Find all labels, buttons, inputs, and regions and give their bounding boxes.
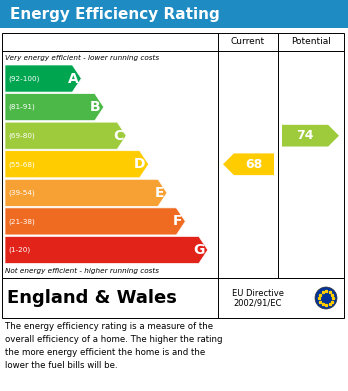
Text: B: B [90,100,101,114]
Text: Energy Efficiency Rating: Energy Efficiency Rating [10,7,220,22]
Text: (55-68): (55-68) [8,161,35,167]
Text: Potential: Potential [291,38,331,47]
Bar [2,33,344,278]
Text: Not energy efficient - higher running costs: Not energy efficient - higher running co… [5,268,159,274]
Text: The energy efficiency rating is a measure of the
overall efficiency of a home. T: The energy efficiency rating is a measur… [5,322,222,369]
Text: EU Directive: EU Directive [232,289,284,298]
Polygon shape [5,65,81,92]
Text: F: F [173,214,182,228]
Text: (1-20): (1-20) [8,247,30,253]
Text: (92-100): (92-100) [8,75,39,82]
Text: E: E [155,186,164,200]
Text: 74: 74 [296,129,314,142]
Bar [0,0,348,28]
Text: C: C [113,129,123,143]
Polygon shape [223,153,274,175]
Text: England & Wales: England & Wales [7,289,177,307]
Text: G: G [193,243,205,257]
Polygon shape [5,237,208,264]
Text: A: A [68,72,78,86]
Text: (81-91): (81-91) [8,104,35,110]
Polygon shape [282,125,339,147]
Text: 2002/91/EC: 2002/91/EC [234,298,282,307]
Text: 68: 68 [245,158,262,171]
Text: (69-80): (69-80) [8,133,35,139]
Text: Current: Current [231,38,265,47]
Circle shape [315,287,337,309]
Polygon shape [5,151,149,178]
Text: D: D [134,157,146,171]
Text: (21-38): (21-38) [8,218,35,225]
Polygon shape [5,122,126,149]
Text: Very energy efficient - lower running costs: Very energy efficient - lower running co… [5,55,159,61]
Bar [2,278,344,318]
Text: (39-54): (39-54) [8,190,35,196]
Polygon shape [5,179,167,206]
Polygon shape [5,93,104,121]
Polygon shape [5,208,185,235]
